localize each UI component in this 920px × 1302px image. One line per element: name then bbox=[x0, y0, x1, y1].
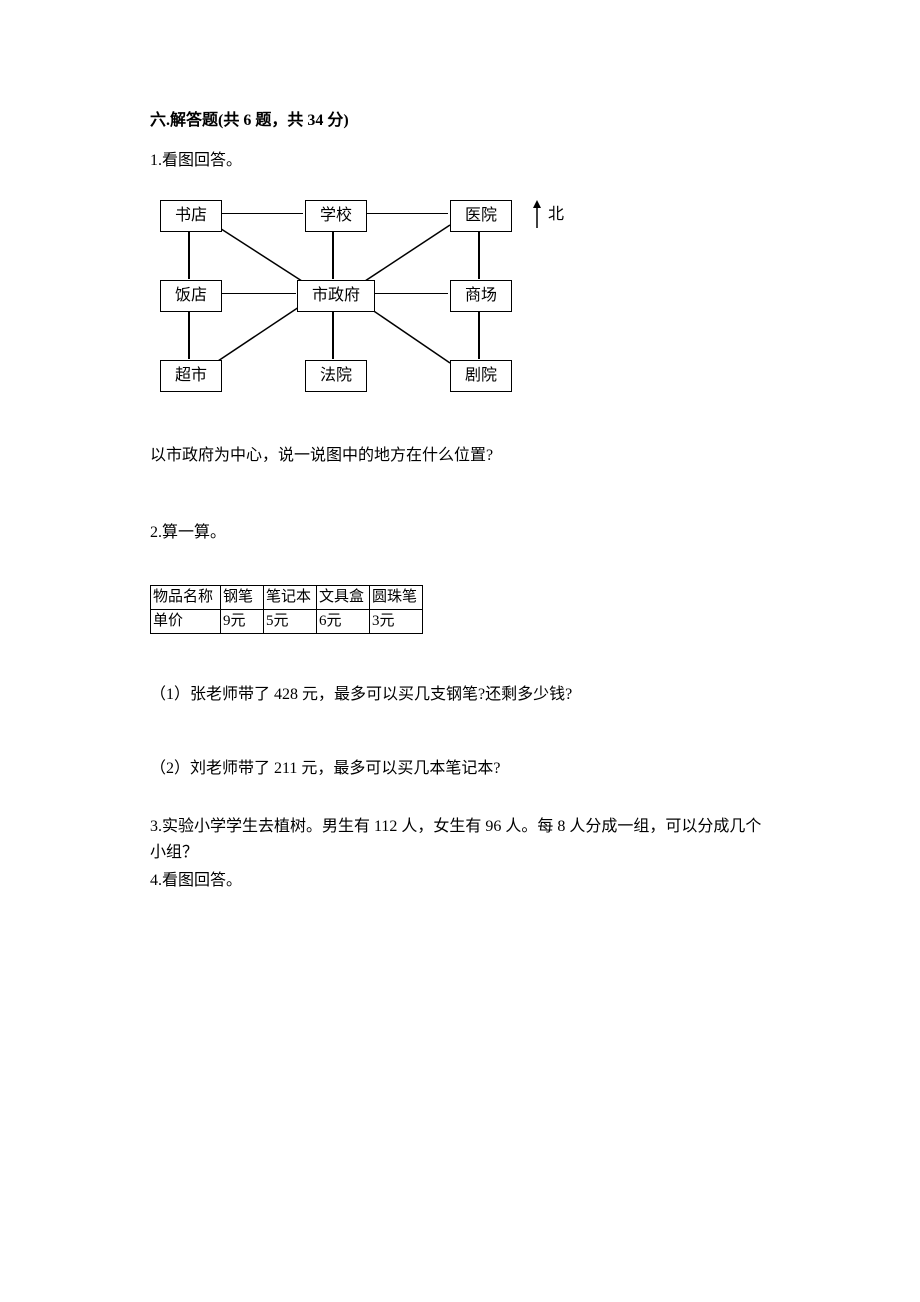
node-hospital: 医院 bbox=[450, 200, 512, 232]
node-school: 学校 bbox=[305, 200, 367, 232]
section-title: 六.解答题(共 6 题，共 34 分) bbox=[150, 110, 770, 132]
table-row: 物品名称 钢笔 笔记本 文具盒 圆珠笔 bbox=[151, 585, 423, 609]
table-cell: 6元 bbox=[317, 609, 370, 633]
q3-text: 3.实验小学学生去植树。男生有 112 人，女生有 96 人。每 8 人分成一组… bbox=[150, 814, 770, 865]
q1-title: 1.看图回答。 bbox=[150, 150, 770, 172]
table-cell: 单价 bbox=[151, 609, 221, 633]
table-cell: 3元 bbox=[370, 609, 423, 633]
node-restaurant: 饭店 bbox=[160, 280, 222, 312]
table-row: 单价 9元 5元 6元 3元 bbox=[151, 609, 423, 633]
node-court: 法院 bbox=[305, 360, 367, 392]
q2-sub2: （2）刘老师带了 211 元，最多可以买几本笔记本? bbox=[150, 758, 770, 780]
q4-title: 4.看图回答。 bbox=[150, 870, 770, 892]
q2-sub1: （1）张老师带了 428 元，最多可以买几支钢笔?还剩多少钱? bbox=[150, 684, 770, 706]
node-theater: 剧院 bbox=[450, 360, 512, 392]
table-cell: 5元 bbox=[264, 609, 317, 633]
table-header-cell: 圆珠笔 bbox=[370, 585, 423, 609]
q1-prompt: 以市政府为中心，说一说图中的地方在什么位置? bbox=[150, 445, 770, 467]
q2-title: 2.算一算。 bbox=[150, 522, 770, 544]
table-header-cell: 文具盒 bbox=[317, 585, 370, 609]
table-cell: 9元 bbox=[221, 609, 264, 633]
node-government: 市政府 bbox=[297, 280, 375, 312]
table-header-cell: 笔记本 bbox=[264, 585, 317, 609]
table-header-cell: 钢笔 bbox=[221, 585, 264, 609]
price-table: 物品名称 钢笔 笔记本 文具盒 圆珠笔 单价 9元 5元 6元 3元 bbox=[150, 585, 423, 634]
table-header-cell: 物品名称 bbox=[151, 585, 221, 609]
node-mall: 商场 bbox=[450, 280, 512, 312]
node-supermarket: 超市 bbox=[160, 360, 222, 392]
direction-diagram: 书店 学校 医院 饭店 市政府 商场 超市 法院 剧院 北 bbox=[150, 195, 580, 405]
node-bookstore: 书店 bbox=[160, 200, 222, 232]
